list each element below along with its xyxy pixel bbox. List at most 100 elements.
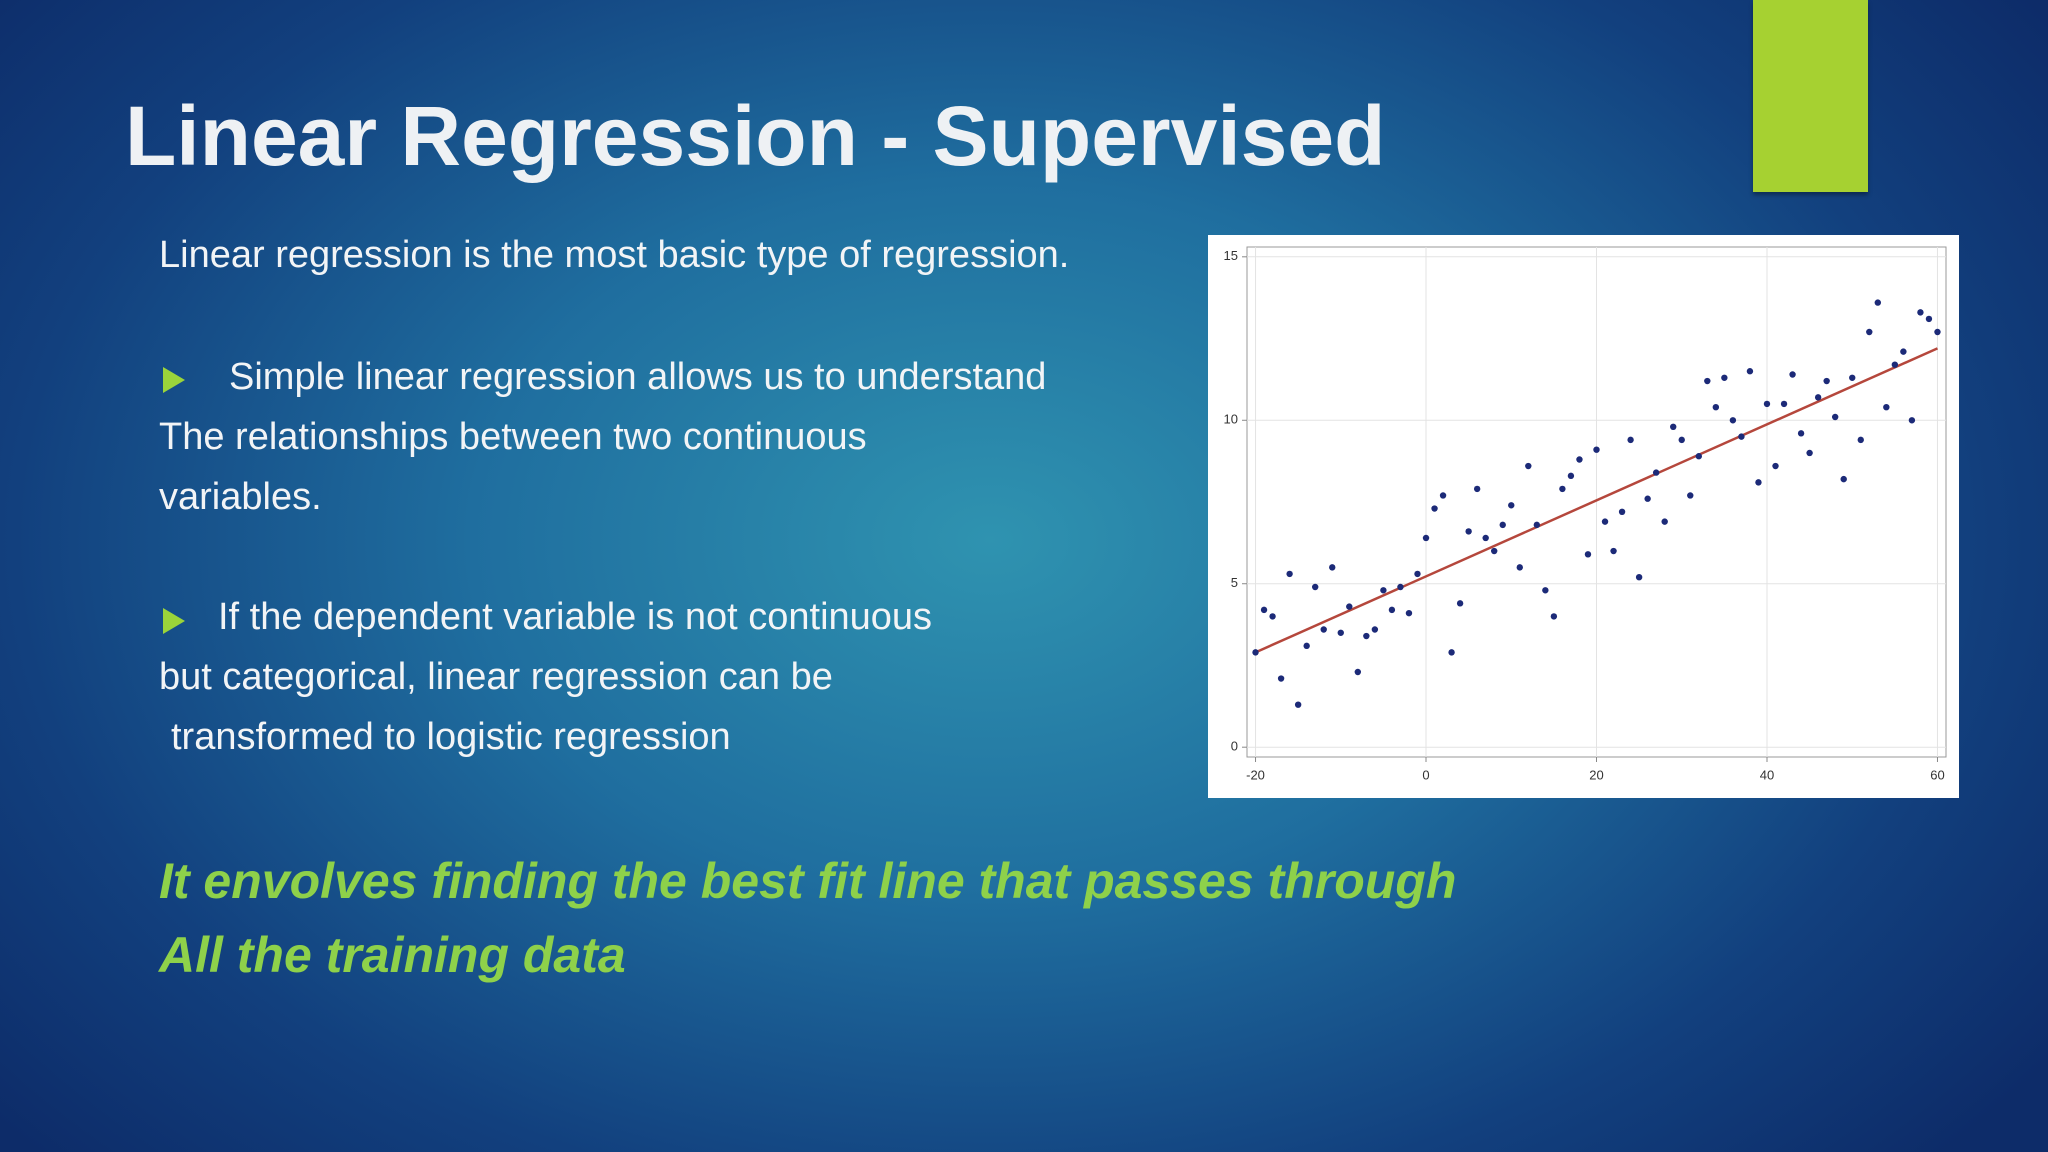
data-point (1431, 505, 1438, 512)
data-point (1516, 564, 1523, 571)
data-point (1388, 606, 1396, 614)
data-point (1593, 446, 1600, 453)
data-point (1397, 583, 1404, 591)
data-point (1354, 668, 1362, 676)
x-tick-label: -20 (1246, 767, 1265, 782)
bullet-icon (163, 367, 185, 393)
bullet-text: but categorical, linear regression can b… (159, 656, 833, 698)
data-point (1499, 521, 1506, 529)
data-point (1482, 534, 1489, 542)
x-tick-label: 20 (1589, 767, 1603, 782)
data-point (1687, 492, 1694, 499)
data-point (1635, 573, 1643, 581)
data-point (1320, 626, 1327, 633)
data-point (1712, 403, 1720, 411)
data-point (1661, 518, 1668, 525)
data-point (1883, 403, 1890, 411)
data-point (1286, 570, 1293, 578)
data-point (1294, 701, 1302, 708)
data-point (1857, 436, 1864, 444)
data-point (1823, 377, 1830, 385)
data-point (1763, 400, 1771, 408)
data-point (1337, 629, 1344, 636)
data-point (1772, 462, 1779, 470)
bullet-text: transformed to logistic regression (171, 716, 731, 758)
data-point (1908, 417, 1916, 424)
data-point (1508, 502, 1515, 509)
data-point (1584, 551, 1592, 558)
data-point (1670, 423, 1677, 431)
data-point (1550, 613, 1558, 620)
data-point (1439, 492, 1447, 499)
data-point (1610, 547, 1617, 555)
data-point (1533, 521, 1541, 529)
data-point (1797, 430, 1805, 437)
data-point (1473, 485, 1481, 493)
bullet-icon (163, 608, 185, 634)
slide-title: Linear Regression - Supervised (125, 89, 1386, 183)
data-point (1311, 583, 1319, 591)
data-point (1874, 299, 1882, 306)
y-tick-label: 15 (1224, 248, 1238, 263)
data-point (1738, 433, 1745, 440)
data-point (1559, 485, 1566, 493)
intro-text: Linear regression is the most basic type… (159, 234, 1070, 276)
data-point (1849, 374, 1856, 381)
data-point (1465, 528, 1472, 535)
data-point (1414, 570, 1421, 578)
data-point (1704, 377, 1711, 385)
data-point (1746, 368, 1754, 375)
y-tick-label: 5 (1231, 575, 1238, 590)
data-point (1729, 417, 1737, 424)
y-tick-label: 10 (1224, 412, 1238, 427)
data-point (1371, 626, 1379, 633)
data-point (1380, 587, 1387, 594)
data-point (1260, 606, 1268, 614)
data-point (1755, 479, 1762, 486)
data-point (1303, 642, 1310, 650)
data-point (1721, 374, 1728, 381)
data-point (1491, 547, 1498, 555)
data-point (1789, 371, 1796, 378)
data-point (1601, 518, 1609, 525)
data-point (1644, 495, 1651, 502)
highlight-text: All the training data (159, 927, 626, 983)
data-point (1831, 413, 1839, 421)
data-point (1456, 600, 1464, 607)
data-point (1405, 609, 1413, 617)
data-point (1542, 587, 1549, 594)
scatter-chart: 0 5 10 15 -20 0 20 40 60 (1208, 235, 1959, 798)
bullet-text: Simple linear regression allows us to un… (229, 356, 1047, 398)
data-point (1917, 309, 1924, 316)
y-tick-label: 0 (1231, 739, 1238, 754)
data-point (1678, 436, 1685, 444)
data-point (1866, 328, 1873, 336)
data-point (1618, 508, 1626, 516)
data-point (1269, 613, 1276, 620)
data-point (1925, 315, 1933, 323)
data-point (1329, 564, 1336, 571)
highlight-text: It envolves finding the best fit line th… (159, 853, 1457, 909)
data-point (1900, 348, 1907, 355)
data-point (1567, 472, 1575, 480)
data-point (1252, 649, 1259, 656)
x-tick-label: 60 (1930, 767, 1944, 782)
data-point (1277, 675, 1285, 682)
data-point (1840, 475, 1847, 483)
data-point (1814, 394, 1822, 401)
x-tick-label: 40 (1760, 767, 1774, 782)
data-point (1363, 632, 1370, 640)
data-point (1652, 469, 1660, 476)
bullet-text: If the dependent variable is not continu… (218, 596, 933, 638)
data-point (1346, 603, 1353, 610)
accent-bar (1753, 0, 1868, 192)
data-point (1806, 449, 1813, 457)
bullet-text: The relationships between two continuous (159, 416, 867, 458)
x-tick-label: 0 (1422, 767, 1429, 782)
data-point (1525, 462, 1532, 470)
data-point (1448, 649, 1455, 656)
data-point (1891, 361, 1899, 368)
trend-line (1255, 347, 1938, 654)
data-point (1422, 534, 1430, 542)
